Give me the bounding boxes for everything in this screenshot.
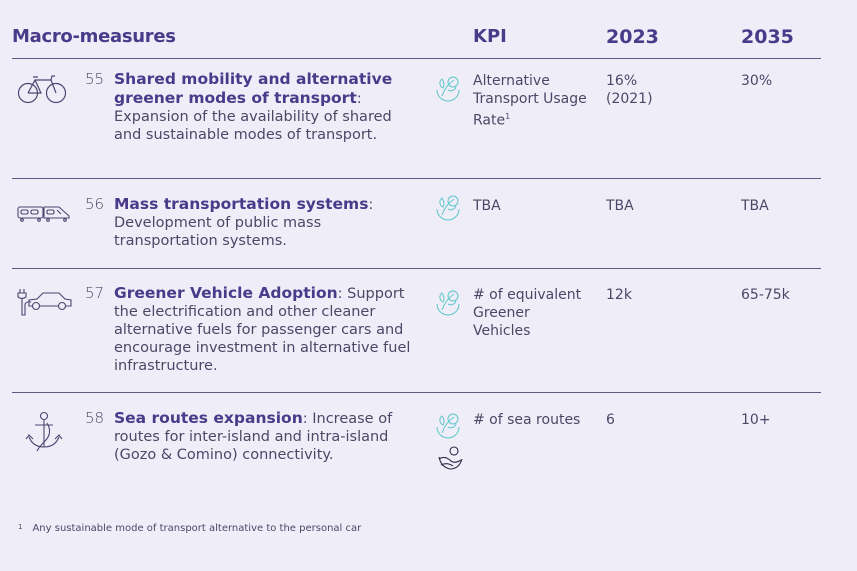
measure-description: Development of public mass transportatio… bbox=[114, 215, 322, 249]
value-2035: TBA bbox=[741, 198, 769, 214]
measure-description: Expansion of the availability of shared … bbox=[114, 109, 392, 143]
divider bbox=[12, 268, 821, 269]
island-connectivity-icon bbox=[437, 445, 465, 477]
kpi-label: TBA bbox=[473, 198, 501, 214]
measure-title: Shared mobility and alternative greener … bbox=[114, 70, 393, 107]
value-2035: 30% bbox=[741, 73, 773, 89]
value-2023-note: (2021) bbox=[606, 91, 653, 107]
column-header-2035: 2035 bbox=[741, 26, 794, 48]
measure-text: Shared mobility and alternative greener … bbox=[114, 70, 393, 143]
measure-number: 57 bbox=[85, 284, 105, 302]
footnote: 1 Any sustainable mode of transport alter… bbox=[18, 523, 361, 534]
measure-description: Support the electrification and other cl… bbox=[114, 286, 411, 374]
value-2023: 6 bbox=[606, 412, 615, 428]
measure-number: 56 bbox=[85, 195, 105, 213]
sustainability-leaf-icon bbox=[434, 74, 462, 106]
measure-title: Greener Vehicle Adoption bbox=[114, 284, 338, 302]
value-2023: 16% (2021) bbox=[606, 73, 653, 107]
bicycle-icon bbox=[17, 74, 67, 108]
column-header-2023: 2023 bbox=[606, 26, 659, 48]
kpi-label: Alternative Transport Usage Rate1 bbox=[473, 73, 587, 129]
kpi-label: # of equivalent Greener Vehicles bbox=[473, 287, 582, 339]
column-header-macro-measures: Macro-measures bbox=[12, 26, 176, 47]
sustainability-leaf-icon bbox=[434, 193, 462, 225]
anchor-icon bbox=[25, 411, 63, 457]
divider bbox=[12, 178, 821, 179]
divider bbox=[12, 58, 821, 59]
sustainability-leaf-icon bbox=[434, 411, 462, 443]
electric-car-plug-icon bbox=[17, 288, 73, 322]
measure-title: Sea routes expansion bbox=[114, 409, 303, 427]
measure-description: Increase of routes for inter-island and … bbox=[114, 411, 393, 463]
value-2035: 10+ bbox=[741, 412, 771, 428]
measure-title: Mass transportation systems bbox=[114, 195, 369, 213]
measure-number: 55 bbox=[85, 70, 105, 88]
kpi-label: # of sea routes bbox=[473, 412, 581, 428]
footnote-text: Any sustainable mode of transport altern… bbox=[32, 523, 362, 534]
measure-text: Mass transportation systems: Development… bbox=[114, 195, 374, 249]
train-icon bbox=[17, 205, 71, 227]
value-2023: 12k bbox=[606, 287, 632, 303]
sustainability-leaf-icon bbox=[434, 288, 462, 320]
measure-text: Sea routes expansion: Increase of routes… bbox=[114, 409, 393, 463]
value-2023: TBA bbox=[606, 198, 634, 214]
value-2035: 65-75k bbox=[741, 287, 790, 303]
footnote-mark: 1 bbox=[18, 523, 23, 531]
column-header-kpi: KPI bbox=[473, 26, 507, 47]
measure-number: 58 bbox=[85, 409, 105, 427]
footnote-mark[interactable]: 1 bbox=[505, 112, 511, 121]
measure-text: Greener Vehicle Adoption: Support the el… bbox=[114, 284, 411, 374]
divider bbox=[12, 392, 821, 393]
